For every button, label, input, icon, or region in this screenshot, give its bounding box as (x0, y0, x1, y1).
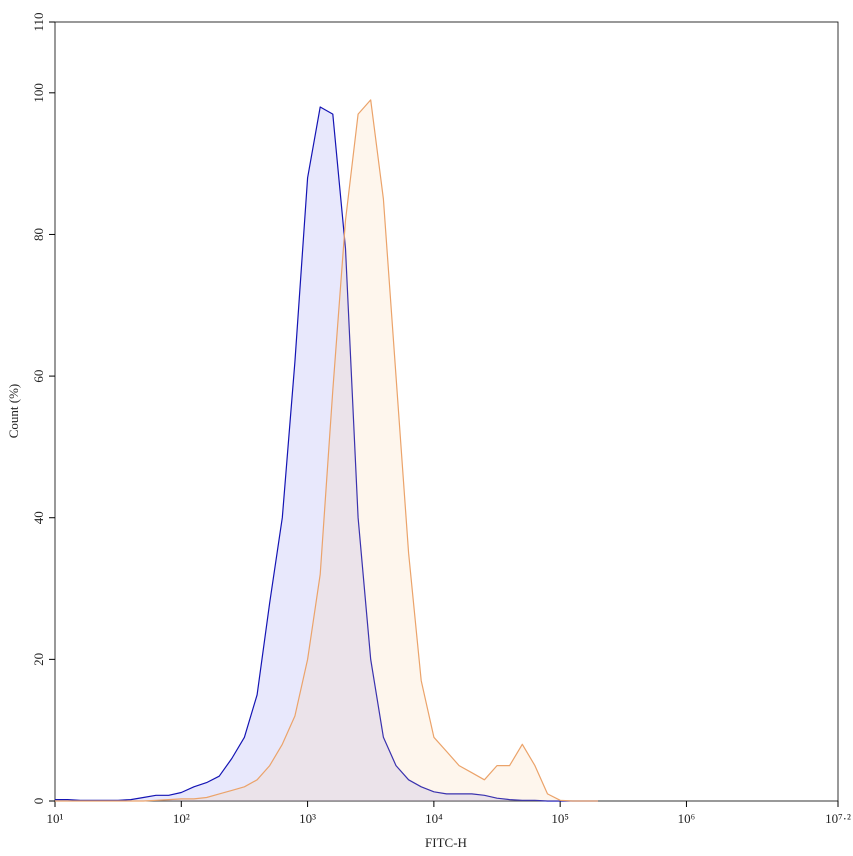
y-tick-label: 110 (31, 12, 46, 31)
x-tick-label: 10⁷·² (825, 811, 851, 826)
x-tick-label: 10¹ (47, 811, 64, 826)
x-tick-label: 10³ (299, 811, 316, 826)
y-tick-label: 40 (31, 511, 46, 524)
y-tick-label: 0 (31, 798, 46, 805)
series-line (55, 99, 598, 802)
x-axis-label: FITC-H (425, 835, 467, 850)
y-tick-label: 60 (31, 370, 46, 383)
y-tick-label: 80 (31, 228, 46, 241)
series-area (55, 99, 598, 801)
x-tick-label: 10⁶ (678, 811, 696, 826)
y-axis-label: Count (%) (6, 384, 21, 439)
y-tick-label: 20 (31, 653, 46, 666)
x-tick-label: 10² (173, 811, 190, 826)
series-area (55, 107, 598, 801)
plot-frame (54, 21, 839, 802)
x-tick-label: 10⁴ (425, 811, 443, 826)
y-tick-label: 100 (31, 83, 46, 103)
series-line (55, 106, 598, 802)
x-tick-label: 10⁵ (551, 811, 569, 826)
